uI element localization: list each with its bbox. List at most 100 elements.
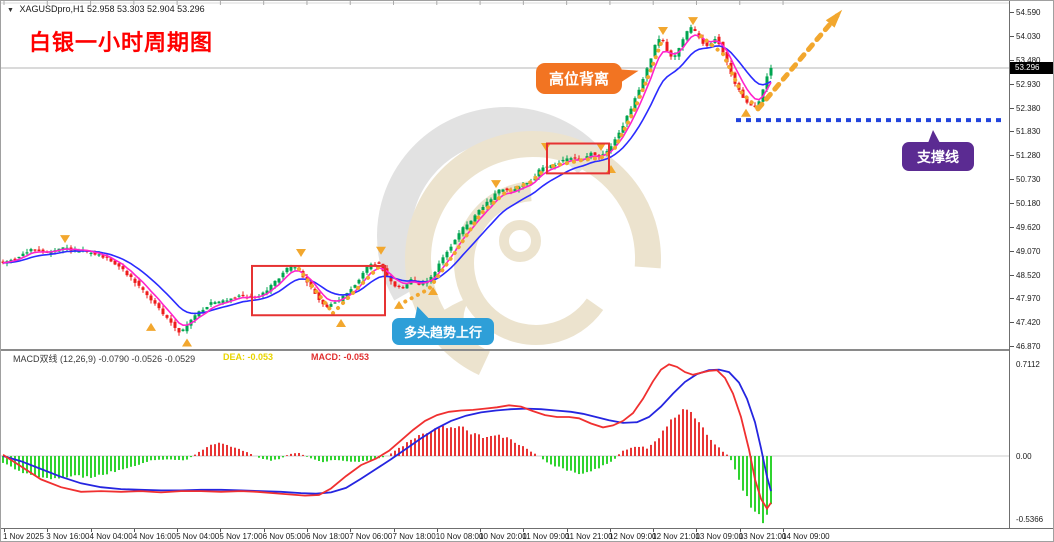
candle-body <box>185 325 189 332</box>
annotation-divergence-label: 高位背离 <box>548 71 609 88</box>
forecast-arrow[interactable] <box>755 13 840 112</box>
candle-body <box>357 279 361 284</box>
candle-body <box>285 267 289 273</box>
candle-body <box>293 267 297 269</box>
price-tick-label: 54.030 <box>1016 32 1041 42</box>
price-tick-mark <box>1010 322 1014 324</box>
watermark-eye <box>499 220 541 262</box>
candle-body <box>89 252 93 255</box>
candle-body <box>181 329 185 332</box>
trend-dots <box>613 36 665 150</box>
candle-body <box>161 308 165 315</box>
time-tick-label: 11 Nov 21:00 <box>565 532 613 541</box>
swing-arrow-icon <box>596 142 606 151</box>
candle-body <box>77 251 81 253</box>
annotation-bull-trend[interactable]: 多头趋势上行 <box>392 305 494 345</box>
candle-body <box>37 249 41 252</box>
chart-dropdown-icon[interactable]: ▼ <box>7 7 14 14</box>
swing-arrow-icon <box>296 248 306 257</box>
time-axis[interactable]: 1 Nov 2025 3 Nov 16:00 4 Nov 04:00 4 Nov 16… <box>1 528 1053 541</box>
candle-body <box>701 38 705 44</box>
price-tick-mark <box>1010 250 1014 252</box>
candle-body <box>561 159 565 162</box>
annotation-support[interactable]: 支撑线 <box>902 130 974 171</box>
time-tick-mark <box>480 529 482 532</box>
swing-arrow-icon <box>394 300 404 309</box>
candlesticks <box>1 24 773 336</box>
watermark-swoosh <box>377 107 636 365</box>
candle-body <box>389 275 393 282</box>
time-tick-label: 12 Nov 21:00 <box>652 532 700 541</box>
highlight-box[interactable] <box>251 264 386 317</box>
candle-body <box>221 300 225 303</box>
candle-body <box>625 115 629 124</box>
candle-body <box>657 39 661 46</box>
price-axis[interactable]: 54.590 54.030 53.480 52.930 52.380 51.830 51.2… <box>1009 1 1053 528</box>
swing-arrow-icon <box>146 322 156 331</box>
swing-arrow-icon <box>182 338 192 347</box>
chart-title: 白银一小时周期图 <box>29 30 214 55</box>
candle-body <box>629 108 633 117</box>
candle-body <box>609 146 613 152</box>
price-tick-label: 50.730 <box>1016 174 1041 184</box>
price-tick-mark <box>1010 36 1014 38</box>
time-tick-label: 3 Nov 16:00 <box>46 532 90 541</box>
candle-body <box>381 263 385 271</box>
time-tick-mark <box>523 529 525 532</box>
candle-body <box>617 132 621 139</box>
time-tick-mark <box>653 529 655 532</box>
swing-arrow-icon <box>741 108 751 117</box>
candle-body <box>97 254 101 256</box>
price-tick-mark <box>1010 107 1014 109</box>
current-price-tag: 53.296 <box>1010 61 1053 74</box>
annotation-divergence[interactable]: 高位背离 <box>536 63 640 94</box>
candle-body <box>501 189 505 192</box>
price-tick-label: 50.180 <box>1016 198 1041 208</box>
price-tick-label: 47.970 <box>1016 294 1041 304</box>
time-tick-mark <box>436 529 438 532</box>
candle-body <box>457 233 461 240</box>
candle-body <box>377 262 381 264</box>
candle-body <box>641 79 645 89</box>
candle-body <box>93 251 97 255</box>
highlight-box[interactable] <box>546 142 610 175</box>
candle-body <box>681 39 685 48</box>
candle-body <box>513 189 517 192</box>
candle-body <box>673 55 677 57</box>
symbol-name: XAGUSDpro,H1 <box>19 4 85 14</box>
price-tick-label: 51.830 <box>1016 127 1041 137</box>
candle-body <box>361 272 365 279</box>
price-tick-label: 48.520 <box>1016 270 1041 280</box>
callout-tail <box>619 66 640 83</box>
candle-body <box>477 210 481 215</box>
candle-body <box>589 152 593 158</box>
time-tick-label: 14 Nov 09:00 <box>782 532 830 541</box>
candle-body <box>241 294 245 297</box>
macd-signal-line <box>2 368 772 495</box>
trend-dots <box>397 166 548 307</box>
candle-body <box>137 280 141 286</box>
candle-body <box>169 318 173 323</box>
swing-arrow-icon <box>658 27 668 36</box>
candle-body <box>441 257 445 264</box>
candle-body <box>481 207 485 211</box>
candle-body <box>397 285 401 287</box>
candle-body <box>613 139 617 146</box>
panel-splitter[interactable] <box>1 349 1009 351</box>
candle-body <box>217 301 221 304</box>
swing-arrow-icon <box>688 17 698 26</box>
candle-body <box>745 97 749 103</box>
trend-dots <box>297 267 335 316</box>
candle-body <box>429 276 433 281</box>
time-tick-label: 13 Nov 21:00 <box>738 532 787 541</box>
candle-body <box>177 328 181 333</box>
candle-body <box>549 165 553 168</box>
candle-body <box>101 255 105 258</box>
macd-header: MACD双线 (12,26,9) -0.0790 -0.0526 -0.0529… <box>1 352 1009 364</box>
annotation-support-label: 支撑线 <box>917 148 959 165</box>
watermark-ring <box>405 131 661 387</box>
time-tick-label: 5 Nov 17:00 <box>219 532 263 541</box>
candle-body <box>593 152 597 155</box>
